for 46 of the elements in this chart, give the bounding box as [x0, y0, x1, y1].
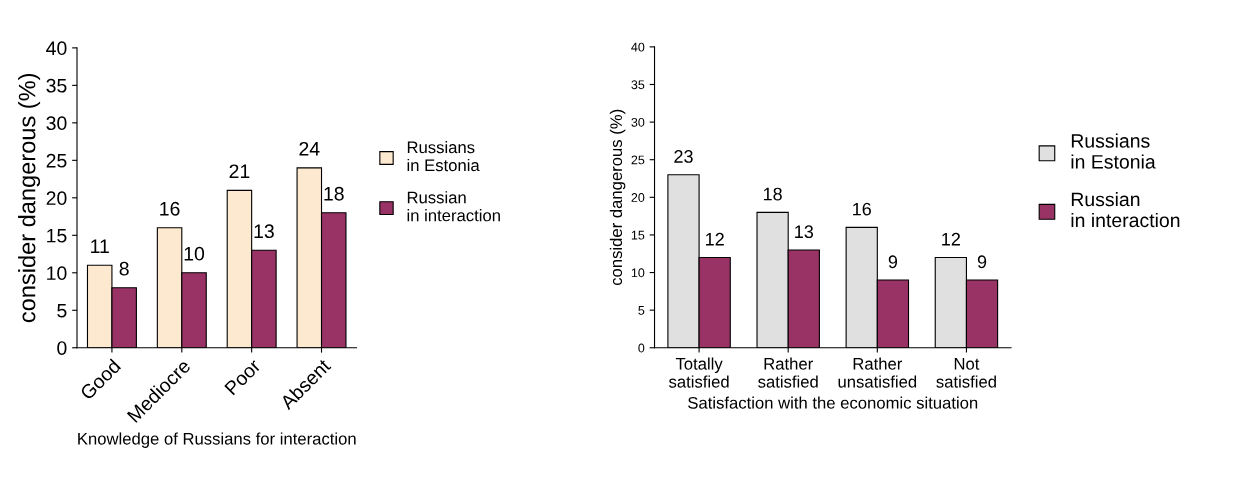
data-label: 12: [942, 232, 960, 246]
x-tick-label: Rather unsatisfied: [838, 357, 917, 388]
y-tick-label: 40: [46, 41, 67, 56]
data-label: 16: [853, 202, 871, 216]
data-label: 11: [91, 239, 109, 253]
data-label: 9: [888, 255, 898, 269]
data-label: 8: [119, 261, 129, 276]
x-axis-title: Knowledge of Russians for interaction: [78, 432, 356, 448]
legend-label: Russians in Estonia: [407, 141, 480, 172]
x-tick-label: Rather satisfied: [758, 357, 818, 388]
data-label: 13: [254, 224, 274, 239]
data-label: 16: [160, 201, 180, 216]
data-label: 18: [324, 186, 344, 201]
data-label: 24: [299, 141, 320, 156]
y-tick-label: 20: [631, 193, 645, 202]
legend-label: Russian in interaction: [1071, 191, 1180, 228]
y-tick-label: 25: [631, 155, 645, 165]
y-tick-label: 20: [46, 191, 67, 206]
legend-label: Russians in Estonia: [1071, 133, 1156, 169]
y-tick-label: 5: [57, 303, 67, 318]
y-tick-label: 15: [631, 230, 645, 240]
y-tick-label: 15: [47, 228, 67, 243]
y-tick-label: 40: [631, 42, 645, 52]
y-tick-label: 5: [638, 306, 645, 315]
y-tick-label: 30: [631, 117, 645, 127]
y-tick-label: 35: [631, 80, 645, 90]
y-axis-title: consider dangerous (%): [18, 73, 41, 323]
y-tick-label: 25: [46, 153, 67, 168]
x-axis-title: Satisfaction with the economic situation: [688, 396, 978, 409]
x-tick-label: Not satisfied: [936, 358, 996, 388]
data-label: 12: [706, 232, 724, 246]
y-tick-label: 0: [57, 341, 67, 355]
data-label: 21: [229, 164, 250, 178]
data-label: 13: [795, 225, 814, 239]
y-axis-title: consider dangerous (%): [609, 109, 626, 286]
y-tick-label: 30: [46, 116, 67, 131]
y-tick-label: 35: [46, 78, 67, 93]
legend-label: Russian in interaction: [407, 191, 500, 222]
data-label: 9: [977, 255, 987, 269]
y-tick-label: 10: [631, 268, 645, 278]
y-tick-label: 0: [638, 343, 645, 353]
data-label: 23: [674, 150, 693, 163]
y-tick-label: 10: [47, 266, 67, 281]
data-label: 10: [184, 246, 205, 261]
x-tick-label: Totally satisfied: [668, 357, 729, 388]
data-label: 18: [763, 187, 782, 201]
